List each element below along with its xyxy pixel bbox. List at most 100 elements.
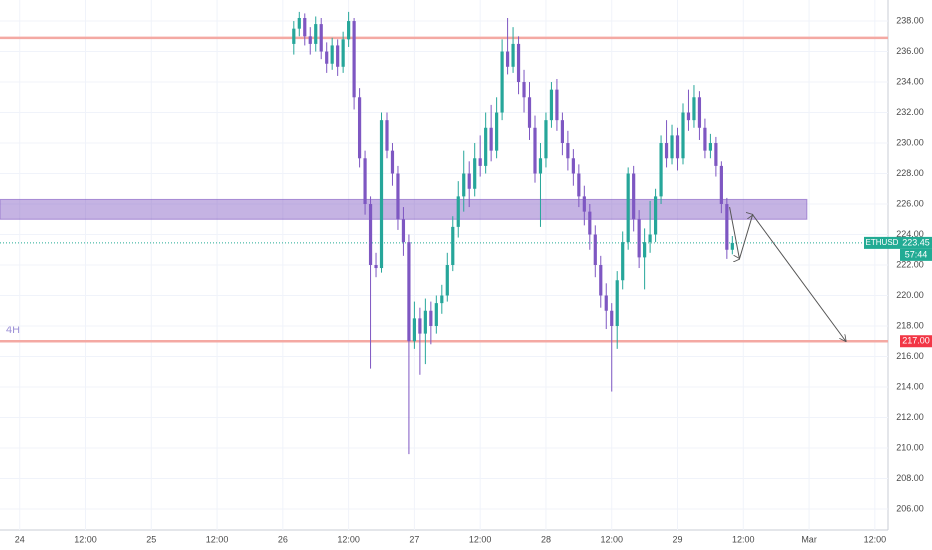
y-tick-label: 236.00 (896, 46, 924, 56)
candle-body (297, 17, 301, 29)
y-tick-label: 220.00 (896, 290, 924, 300)
y-tick-label: 212.00 (896, 412, 924, 422)
y-tick-label: 232.00 (896, 107, 924, 117)
candle-body (357, 97, 362, 159)
y-tick-label: 222.00 (896, 259, 924, 269)
candle-body (637, 219, 641, 258)
candle-body (418, 318, 422, 334)
candle-body (495, 112, 499, 151)
candle-body (626, 173, 630, 243)
price-tag (864, 236, 932, 249)
x-tick-label: 12:00 (864, 534, 887, 544)
candle-body (336, 45, 340, 67)
candle-body (615, 280, 619, 326)
y-tick-label: 208.00 (896, 473, 924, 483)
candle-body (478, 158, 482, 166)
candle-body (632, 173, 636, 220)
candle-body (714, 143, 718, 166)
candle-body (511, 43, 515, 67)
y-tick-label: 214.00 (896, 381, 924, 391)
candle-body (560, 120, 564, 144)
y-tick-label: 230.00 (896, 137, 924, 147)
candle-body (610, 310, 614, 326)
candle-body (347, 21, 351, 40)
candle-body (407, 242, 411, 342)
candle-body (708, 143, 712, 151)
candle-body (582, 196, 586, 212)
y-tick-label: 210.00 (896, 442, 924, 452)
candle-body (719, 165, 723, 205)
x-tick-label: Mar (801, 534, 817, 544)
candle-body (538, 158, 543, 174)
x-tick-label: 12:00 (469, 534, 492, 544)
candle-body (571, 158, 575, 174)
projection-path (729, 206, 846, 341)
candle-body (566, 143, 570, 159)
candle-body (697, 97, 702, 128)
y-tick-label: 218.00 (896, 320, 924, 330)
candle-body (379, 120, 384, 269)
last-price-label: 223.45 (902, 237, 930, 247)
candle-body (440, 295, 444, 304)
x-tick-label: 27 (409, 534, 419, 544)
candle-body (549, 89, 554, 121)
candle-body (314, 24, 318, 44)
candle-body (385, 120, 389, 151)
candle-body (516, 43, 521, 83)
level-tag (900, 335, 932, 348)
y-tick-label: 234.00 (896, 76, 924, 86)
candle-body (292, 28, 296, 44)
candle-body (434, 303, 438, 326)
x-tick-label: 12:00 (74, 534, 97, 544)
candle-body (325, 51, 329, 64)
candle-body (653, 196, 658, 235)
candle-body (319, 24, 323, 52)
y-tick-label: 228.00 (896, 168, 924, 178)
y-tick-label: 206.00 (896, 503, 924, 513)
x-tick-label: 26 (278, 534, 288, 544)
candle-body (456, 196, 460, 227)
x-tick-label: 25 (146, 534, 156, 544)
candle-body (330, 45, 334, 64)
candle-body (374, 265, 378, 269)
x-tick-label: 12:00 (732, 534, 755, 544)
x-tick-label: 29 (673, 534, 683, 544)
candle-body (303, 17, 307, 37)
candle-body (730, 242, 734, 250)
candle-body (445, 265, 449, 296)
y-tick-label: 216.00 (896, 351, 924, 361)
candle-body (588, 211, 592, 235)
candle-body (352, 21, 356, 98)
candle-body (555, 89, 559, 121)
candle-body (467, 173, 471, 189)
candle-body (681, 112, 685, 159)
candle-body (533, 127, 537, 174)
candle-body (363, 158, 367, 205)
candle-body (429, 310, 433, 326)
candle-body (621, 242, 625, 281)
x-tick-label: 28 (541, 534, 551, 544)
x-tick-label: 12:00 (600, 534, 623, 544)
candle-body (577, 173, 581, 197)
candle-body (527, 97, 532, 128)
candle-body (462, 173, 466, 197)
countdown-label: 57:44 (905, 249, 928, 259)
candle-body (686, 112, 691, 121)
candle-body (451, 226, 455, 265)
y-tick-label: 224.00 (896, 229, 924, 239)
candle-body (341, 39, 345, 67)
x-tick-label: 12:00 (206, 534, 229, 544)
candle-body (473, 158, 477, 189)
candle-body (670, 135, 674, 159)
y-tick-label: 238.00 (896, 15, 924, 25)
candle-body (544, 120, 548, 159)
candle-body (489, 127, 493, 151)
candle-body (599, 265, 603, 296)
candle-body (522, 82, 526, 98)
candle-body (643, 242, 647, 258)
candle-body (725, 204, 729, 250)
candle-body (368, 204, 373, 265)
candle-body (308, 36, 312, 44)
candle-body (401, 219, 406, 243)
